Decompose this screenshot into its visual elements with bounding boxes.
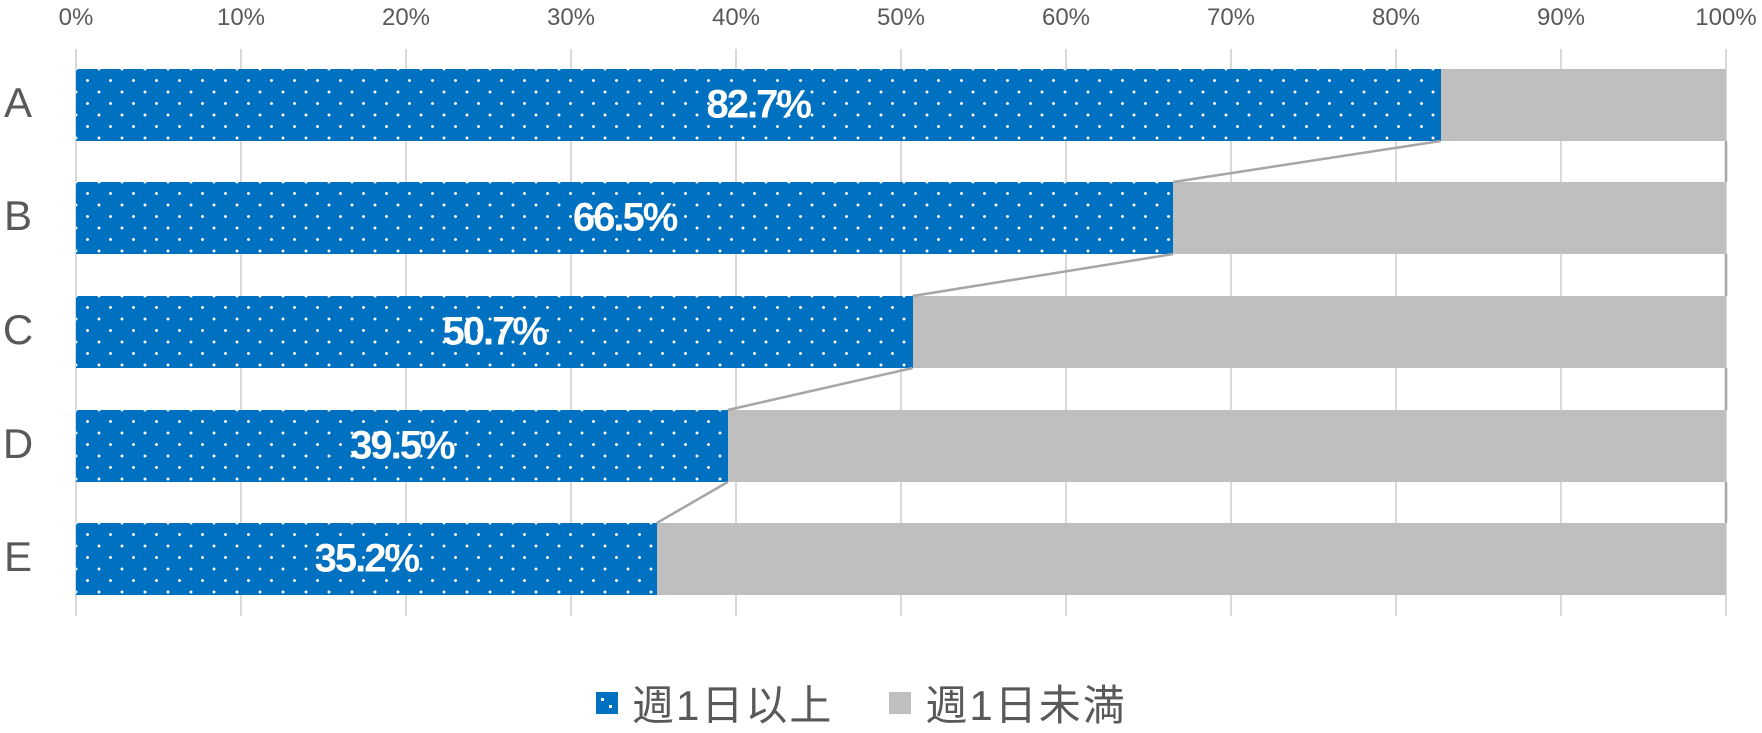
legend-swatch-blue-dotted [596,691,618,714]
series-line [1173,139,1441,184]
x-tick-label: 50% [876,4,926,31]
bar-row: 39.5% [76,410,1726,482]
x-tick-label: 60% [1041,4,1091,31]
data-label: 39.5% [350,423,455,468]
legend-swatch-gray [889,691,912,714]
bar-segment-less-than-weekly [1440,69,1726,141]
bar-segment-less-than-weekly [656,523,1726,595]
bar-segment-less-than-weekly [1173,182,1726,254]
x-tick-label: 70% [1206,4,1256,31]
series-line [727,366,913,412]
x-tick-label: 30% [546,4,596,31]
bar-segment-weekly-or-more: 82.7% [76,69,1441,141]
gridline [1725,49,1727,616]
bar-row: 50.7% [76,296,1726,368]
legend: 週1日以上 週1日未満 [596,672,1183,733]
category-label: E [3,533,32,580]
legend-item-less-than-weekly: 週1日未満 [889,672,1126,733]
bar-segment-weekly-or-more: 39.5% [76,410,728,482]
bar-segment-less-than-weekly [727,410,1726,482]
bar-segment-weekly-or-more: 50.7% [76,296,913,368]
x-tick-label: 20% [381,4,431,31]
category-label: A [3,79,32,126]
category-label: D [2,420,34,467]
bar-row: 66.5% [76,182,1726,254]
x-tick-label: 90% [1536,4,1586,31]
data-label: 66.5% [572,195,678,240]
x-tick-label: 40% [711,4,761,31]
x-tick-label: 80% [1371,4,1421,31]
bar-segment-weekly-or-more: 35.2% [76,523,657,595]
data-label: 50.7% [442,309,548,354]
bar-row: 35.2% [76,523,1726,595]
category-label: C [2,306,34,353]
series-line [656,480,729,525]
x-tick-label: 0% [58,4,94,31]
data-label: 35.2% [314,536,420,581]
category-label: B [3,192,32,239]
legend-item-weekly-or-more: 週1日以上 [596,672,833,733]
series-line [912,252,1174,298]
bar-segment-weekly-or-more: 66.5% [76,182,1174,254]
data-label: 82.7% [706,82,812,127]
x-tick-label: 100% [1695,4,1757,31]
bar-row: 82.7% [76,69,1726,141]
bar-segment-less-than-weekly [912,296,1726,368]
x-tick-label: 10% [216,4,266,31]
legend-label: 週1日以上 [632,682,834,729]
legend-label: 週1日未満 [925,682,1127,729]
